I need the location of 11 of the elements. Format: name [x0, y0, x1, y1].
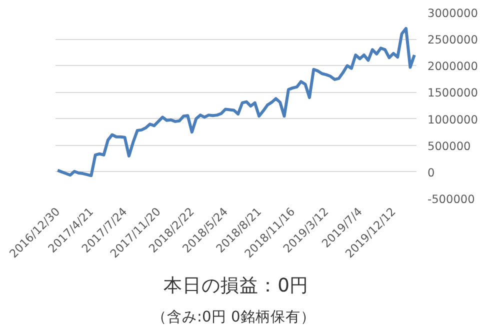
- y-tick-label: 2500000: [428, 32, 478, 47]
- y-tick-label: 1000000: [428, 112, 478, 126]
- y-tick-label: 1500000: [428, 86, 478, 100]
- y-tick-label: 0: [428, 165, 435, 180]
- y-tick-label: 2000000: [428, 59, 478, 74]
- line-series: [56, 26, 416, 178]
- text: （含み:0円 0銘柄保有）: [152, 308, 316, 326]
- text: 本日の損益：0円: [164, 276, 308, 296]
- y-tick-label: 3000000: [428, 6, 478, 20]
- y-tick-label: -500000: [428, 192, 475, 206]
- y-tick-label: 500000: [428, 138, 471, 153]
